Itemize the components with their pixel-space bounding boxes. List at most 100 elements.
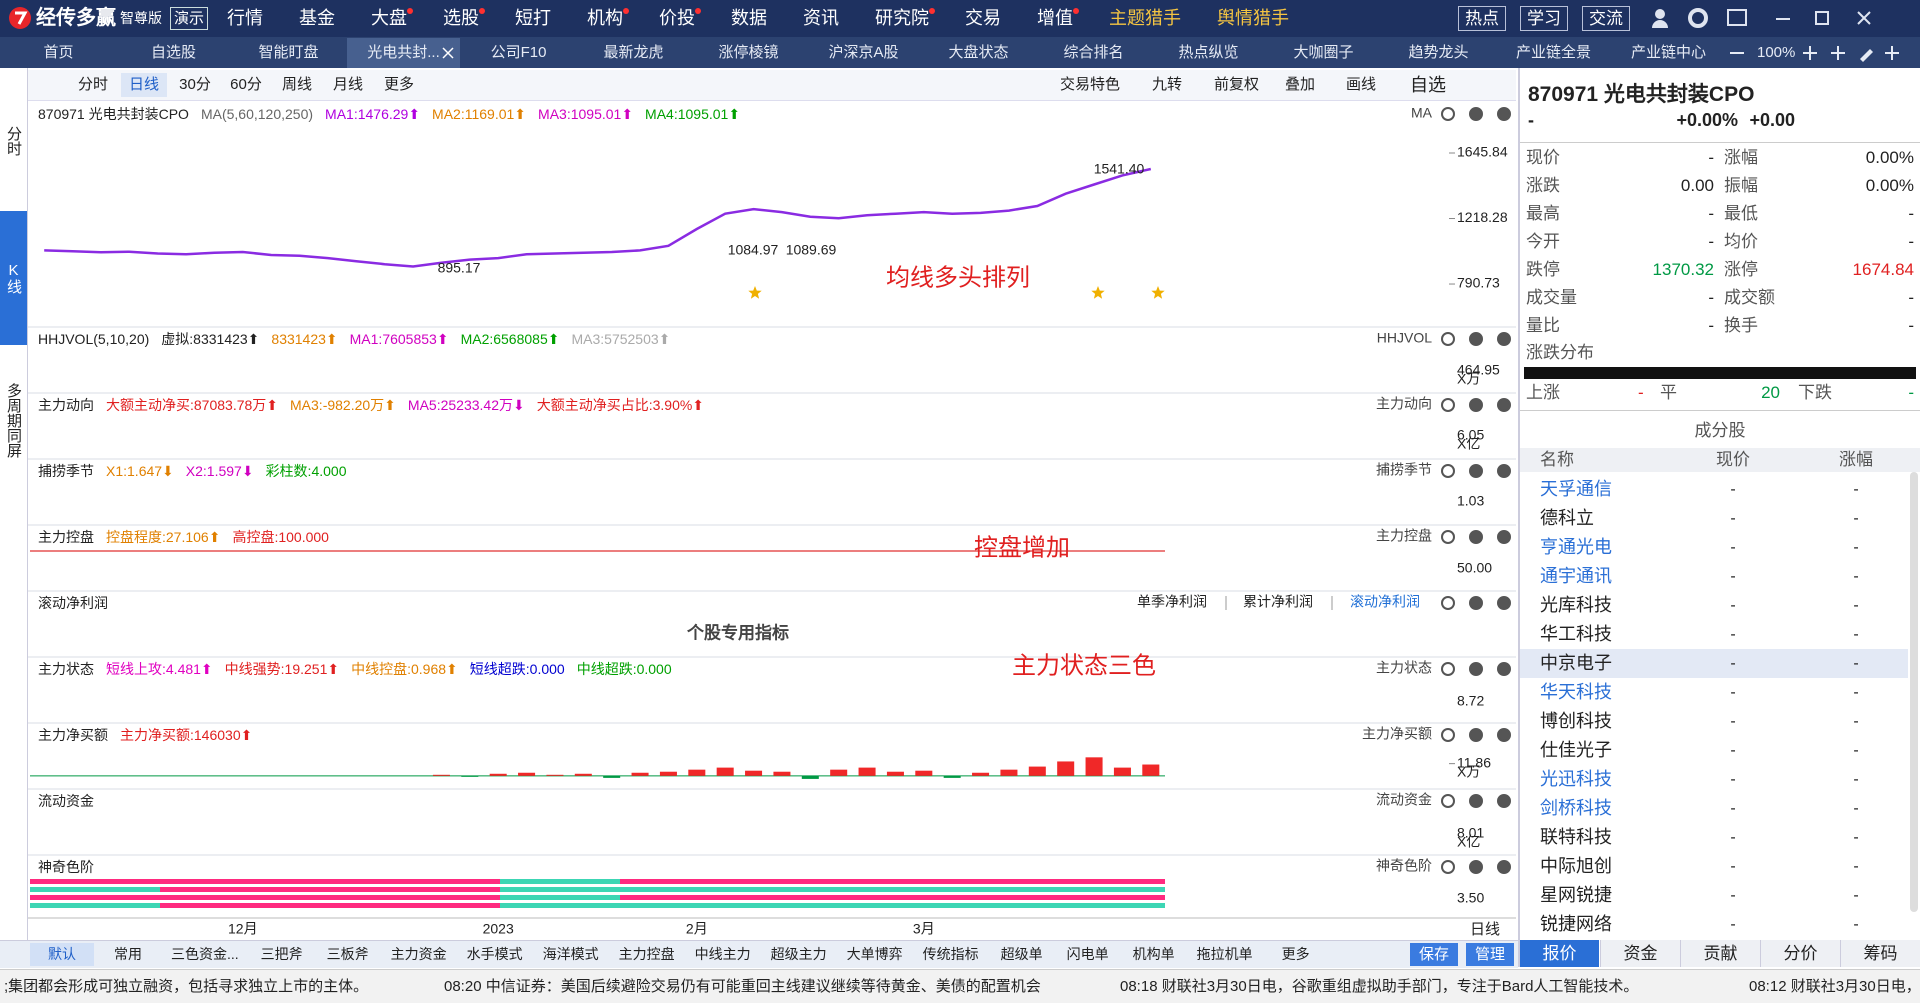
indicator-button[interactable]: 中线主力 xyxy=(694,946,751,962)
period-button[interactable]: 60分 xyxy=(230,76,262,93)
menu-item[interactable]: 交易 xyxy=(965,8,1001,28)
menu-item[interactable]: 行情 xyxy=(227,8,263,28)
menu-item[interactable]: 大盘 xyxy=(353,0,425,37)
menu-item[interactable]: 价投 xyxy=(641,0,713,37)
stock-name[interactable]: 中京电子 xyxy=(1540,653,1612,673)
profit-button[interactable]: 累计净利润 xyxy=(1243,594,1313,610)
menu-item[interactable]: 主题猎手 xyxy=(1109,8,1181,28)
tool-button[interactable]: 画线 xyxy=(1346,76,1377,93)
menu-item[interactable]: 增值 xyxy=(1019,0,1091,37)
stock-name[interactable]: 仕佳光子 xyxy=(1540,740,1612,760)
menu-item[interactable]: 资讯 xyxy=(803,8,839,28)
side-tab[interactable]: K线 xyxy=(0,211,27,345)
menu-item[interactable]: 数据 xyxy=(731,8,767,28)
stock-name[interactable]: 华天科技 xyxy=(1540,682,1612,702)
quote-tab[interactable]: 报价 xyxy=(1520,940,1599,967)
quick-button[interactable]: 热点 xyxy=(1458,6,1506,31)
quote-tab[interactable]: 分价 xyxy=(1760,940,1840,967)
indicator-button[interactable]: 闪电单 xyxy=(1066,946,1109,962)
period-button[interactable]: 月线 xyxy=(332,76,363,93)
tool-button[interactable]: 叠加 xyxy=(1285,76,1316,93)
quote-tab[interactable]: 筹码 xyxy=(1840,940,1920,967)
period-button[interactable]: 分时 xyxy=(77,76,108,93)
profit-button[interactable]: 单季净利润 xyxy=(1137,594,1207,610)
news-item[interactable]: 08:12 财联社3月30日电，比 xyxy=(1749,978,1920,995)
tab[interactable]: 最新龙虎 xyxy=(603,44,664,61)
indicator-button[interactable]: 大单博弈 xyxy=(846,946,903,962)
tab[interactable]: 热点纵览 xyxy=(1178,44,1239,61)
period-button[interactable]: 30分 xyxy=(179,76,211,93)
tab[interactable]: 涨停棱镜 xyxy=(718,44,779,61)
indicator-button[interactable]: 三色资金... xyxy=(171,946,239,962)
indicator-button[interactable]: 三板斧 xyxy=(326,946,369,962)
tab[interactable]: 首页 xyxy=(43,44,74,61)
tab[interactable]: 综合排名 xyxy=(1063,44,1124,61)
tool-button[interactable]: 前复权 xyxy=(1214,76,1260,93)
menu-item[interactable]: 舆情猎手 xyxy=(1217,8,1289,28)
demo-badge[interactable]: 演示 xyxy=(170,7,209,30)
stock-name[interactable]: 锐捷网络 xyxy=(1540,914,1612,934)
tool-button[interactable]: 交易特色 xyxy=(1060,76,1121,93)
tab[interactable]: 趋势龙头 xyxy=(1408,44,1469,61)
indicator-button[interactable]: 拖拉机单 xyxy=(1196,946,1253,962)
indicator-button[interactable]: 三把斧 xyxy=(260,946,303,962)
indicator-button[interactable]: 常用 xyxy=(114,946,142,962)
menu-item[interactable]: 短打 xyxy=(515,8,551,28)
quick-button[interactable]: 学习 xyxy=(1520,6,1568,31)
quote-tab[interactable]: 贡献 xyxy=(1680,940,1760,967)
menu-item[interactable]: 选股 xyxy=(425,0,497,37)
period-button[interactable]: 更多 xyxy=(383,76,414,93)
tab[interactable]: 沪深京A股 xyxy=(828,44,899,61)
stock-name[interactable]: 亨通光电 xyxy=(1540,537,1612,557)
profit-button[interactable]: 滚动净利润 xyxy=(1350,594,1420,610)
panel-unit: X万 xyxy=(1457,371,1480,387)
stock-name[interactable]: 德科立 xyxy=(1540,508,1594,528)
indicator-button[interactable]: 传统指标 xyxy=(922,946,979,962)
news-item[interactable]: 08:20 中信证券：美国后续避险交易仍有可能重回主线建议继续等待黄金、美债的配… xyxy=(444,978,1041,995)
stock-name[interactable]: 星网锐捷 xyxy=(1540,885,1612,905)
tab[interactable]: 公司F10 xyxy=(490,44,547,61)
menu-item[interactable]: 基金 xyxy=(299,8,335,28)
indicator-button[interactable]: 机构单 xyxy=(1132,946,1175,962)
stock-name[interactable]: 中际旭创 xyxy=(1540,856,1612,876)
news-item[interactable]: 08:18 财联社3月30日电，谷歌重组虚拟助手部门，专注于Bard人工智能技术… xyxy=(1120,978,1639,995)
indicator-button[interactable]: 默认 xyxy=(30,943,94,966)
indicator-button[interactable]: 海洋模式 xyxy=(542,946,599,962)
quote-tab[interactable]: 资金 xyxy=(1600,940,1680,967)
action-button[interactable]: 管理 xyxy=(1466,943,1514,966)
stock-name[interactable]: 通宇通讯 xyxy=(1540,566,1612,586)
tab[interactable]: 产业链中心 xyxy=(1630,44,1706,61)
stock-name[interactable]: 博创科技 xyxy=(1540,711,1612,731)
tab[interactable]: 大咖圈子 xyxy=(1293,44,1354,61)
stock-name[interactable]: 联特科技 xyxy=(1540,827,1612,847)
y-tick-label: 1218.28 xyxy=(1457,209,1508,225)
tab[interactable]: 产业链全景 xyxy=(1515,44,1591,61)
indicator-button[interactable]: 主力控盘 xyxy=(618,946,675,962)
period-button[interactable]: 周线 xyxy=(281,76,312,93)
tool-button[interactable]: 九转 xyxy=(1152,76,1183,93)
tab[interactable]: 自选股 xyxy=(150,44,196,61)
side-tab[interactable]: 分时 xyxy=(5,126,22,156)
period-button[interactable]: 日线 xyxy=(121,73,167,97)
indicator-button[interactable]: 超级单 xyxy=(1000,946,1043,962)
bar xyxy=(716,767,734,776)
menu-item[interactable]: 机构 xyxy=(569,0,641,37)
tab[interactable]: 光电共封... xyxy=(347,38,460,68)
news-item[interactable]: ;集团都会形成可独立融资，包括寻求独立上市的主体。 xyxy=(4,978,369,995)
stock-name[interactable]: 华工科技 xyxy=(1540,624,1612,644)
stock-name[interactable]: 剑桥科技 xyxy=(1540,798,1612,818)
quick-button[interactable]: 交流 xyxy=(1582,6,1630,31)
action-button[interactable]: 保存 xyxy=(1410,943,1458,966)
tab[interactable]: 智能盯盘 xyxy=(258,44,319,61)
indicator-button[interactable]: 主力资金 xyxy=(390,946,447,962)
tab[interactable]: 大盘状态 xyxy=(948,44,1009,61)
stock-name[interactable]: 天孚通信 xyxy=(1540,479,1612,499)
indicator-button[interactable]: 超级主力 xyxy=(770,946,827,962)
tool-button[interactable]: 自选 xyxy=(1410,75,1446,95)
stock-name[interactable]: 光库科技 xyxy=(1540,595,1612,615)
indicator-button[interactable]: 水手模式 xyxy=(466,946,523,962)
indicator-button[interactable]: 更多 xyxy=(1281,946,1310,962)
stock-name[interactable]: 光迅科技 xyxy=(1540,769,1612,789)
side-tab[interactable]: 多周期同屏 xyxy=(5,382,22,458)
menu-item[interactable]: 研究院 xyxy=(857,0,947,37)
